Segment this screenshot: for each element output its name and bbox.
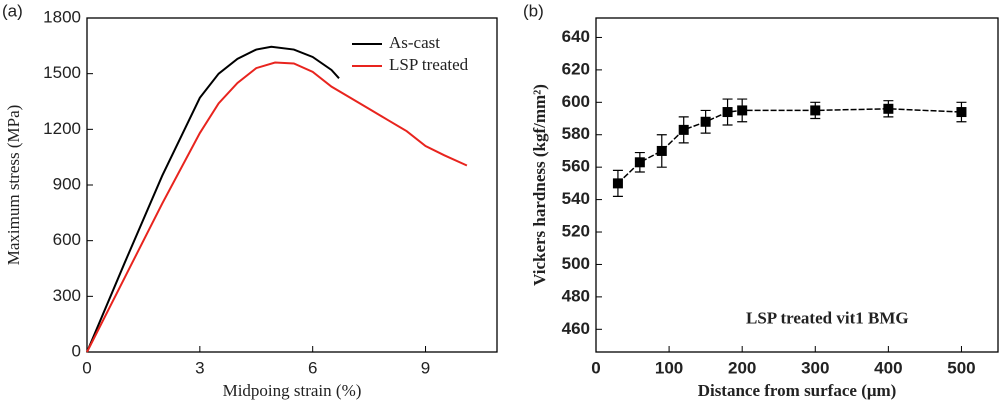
y-axis-label: Vickers hardness (kgf/mm²) — [530, 84, 549, 286]
x-axis-label: Midpoing strain (%) — [223, 381, 362, 400]
marker — [700, 116, 711, 127]
y-tick-label: 600 — [53, 230, 81, 249]
panel-label: (b) — [523, 1, 544, 20]
y-tick-label: 500 — [562, 254, 590, 273]
x-tick-label: 6 — [308, 358, 317, 377]
annotation: LSP treated vit1 BMG — [746, 308, 909, 327]
marker — [956, 107, 967, 118]
marker — [810, 105, 821, 116]
series-line — [617, 108, 962, 184]
marker — [737, 105, 748, 116]
legend-label: LSP treated — [389, 55, 469, 74]
x-tick-label: 9 — [421, 358, 430, 377]
series-line — [86, 61, 468, 353]
marker — [612, 178, 623, 189]
y-tick-label: 1500 — [43, 63, 81, 82]
y-tick-label: 560 — [562, 157, 590, 176]
x-tick-label: 300 — [801, 358, 829, 377]
y-tick-label: 300 — [53, 286, 81, 305]
x-tick-label: 200 — [728, 358, 756, 377]
y-tick-label: 640 — [562, 27, 590, 46]
y-tick-label: 600 — [562, 92, 590, 111]
panel-label: (a) — [2, 1, 23, 20]
x-tick-label: 500 — [947, 358, 975, 377]
x-tick-label: 3 — [195, 358, 204, 377]
marker — [634, 157, 645, 168]
x-tick-label: 0 — [591, 358, 600, 377]
marker — [656, 145, 667, 156]
y-tick-label: 620 — [562, 59, 590, 78]
y-tick-label: 480 — [562, 286, 590, 305]
y-tick-label: 540 — [562, 189, 590, 208]
y-tick-label: 1800 — [43, 7, 81, 26]
y-tick-label: 580 — [562, 124, 590, 143]
y-tick-label: 0 — [72, 341, 81, 360]
y-tick-label: 900 — [53, 174, 81, 193]
marker — [722, 107, 733, 118]
x-tick-label: 0 — [82, 358, 91, 377]
x-tick-label: 400 — [874, 358, 902, 377]
y-tick-label: 460 — [562, 319, 590, 338]
y-axis-label: Maximum stress (MPa) — [4, 105, 23, 266]
marker — [883, 103, 894, 114]
x-axis-label: Distance from surface (μm) — [698, 381, 897, 400]
x-tick-label: 100 — [655, 358, 683, 377]
y-tick-label: 1200 — [43, 119, 81, 138]
y-tick-label: 520 — [562, 222, 590, 241]
legend-label: As-cast — [389, 33, 440, 52]
series-line — [86, 45, 340, 353]
marker — [678, 124, 689, 135]
plot-frame — [595, 17, 999, 353]
